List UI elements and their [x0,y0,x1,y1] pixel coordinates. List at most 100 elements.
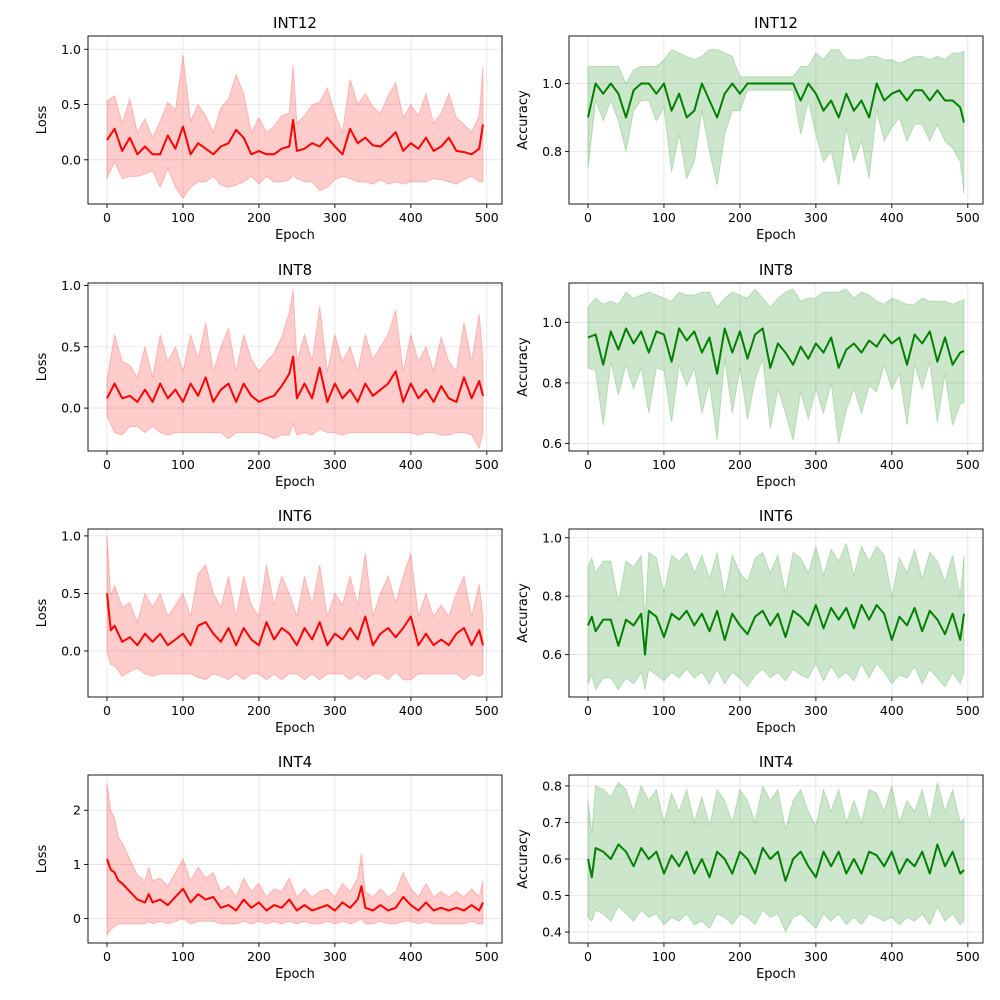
x-axis-label: Epoch [275,967,315,982]
y-tick-label: 0.8 [542,375,562,390]
x-tick-label: 0 [103,949,111,964]
y-tick-label: 2 [73,803,81,818]
x-tick-label: 400 [399,703,423,718]
subplot-6: 0 100 200 300 400 500 0.6 0.8 1.0 INT6 Epoch Accura… [516,507,984,736]
mean-line [106,593,484,647]
y-tick-label: 1.0 [542,530,562,545]
spread-band [587,288,965,444]
spread-band [106,535,484,681]
chart-title: INT6 [759,507,793,525]
x-axis-label: Epoch [275,721,315,736]
y-tick-label: 0.6 [542,647,562,662]
x-tick-label: 500 [956,703,980,718]
x-tick-label: 0 [103,703,111,718]
x-tick-label: 500 [475,457,499,472]
x-tick-label: 400 [880,210,904,225]
x-tick-label: 200 [247,210,271,225]
x-tick-label: 400 [880,949,904,964]
x-tick-label: 400 [880,457,904,472]
subplot-3: 0 100 200 300 400 500 0.0 0.5 1.0 INT8 Epoch Loss [35,261,503,490]
x-tick-label: 500 [475,703,499,718]
y-tick-label: 0.0 [61,643,81,658]
axes-frame [87,282,503,452]
axes-frame [87,774,503,944]
y-tick-label: 0.4 [542,925,562,940]
x-tick-label: 0 [103,457,111,472]
x-axis-label: Epoch [756,967,796,982]
chart-title: INT12 [754,14,798,32]
y-tick-label: 1 [73,857,81,872]
y-tick-label: 0.5 [61,586,81,601]
x-tick-label: 300 [804,457,828,472]
x-tick-label: 300 [323,703,347,718]
subplot-5: 0 100 200 300 400 500 0.0 0.5 1.0 INT6 Epoch Loss [35,507,503,736]
chart-title: INT6 [278,507,312,525]
x-tick-label: 400 [399,949,423,964]
axes-frame [568,35,984,205]
y-tick-label: 0.8 [542,778,562,793]
x-tick-label: 400 [399,457,423,472]
chart-title: INT4 [278,753,312,771]
x-tick-label: 300 [804,703,828,718]
x-tick-label: 500 [956,457,980,472]
y-tick-label: 0.0 [61,401,81,416]
subplot-7: 0 100 200 300 400 500 0 1 2 INT4 Epoch Loss [35,753,503,982]
y-tick-label: 1.0 [542,315,562,330]
x-tick-label: 0 [584,210,592,225]
chart-title: INT8 [278,261,312,279]
y-axis-label: Accuracy [516,337,531,397]
axes-frame [568,282,984,452]
mean-line [587,327,965,375]
chart-title: INT4 [759,753,793,771]
x-tick-label: 100 [652,457,676,472]
y-tick-label: 0.8 [542,589,562,604]
x-tick-label: 200 [247,949,271,964]
y-axis-label: Loss [35,353,50,382]
subplot-4: 0 100 200 300 400 500 0.6 0.8 1.0 INT8 Epoch Accura… [516,261,984,490]
x-tick-label: 300 [804,949,828,964]
mean-line [587,843,965,882]
x-tick-label: 200 [247,457,271,472]
y-tick-label: 1.0 [61,278,81,293]
x-tick-label: 100 [171,703,195,718]
y-tick-label: 1.0 [61,42,81,57]
x-tick-label: 100 [652,949,676,964]
y-tick-label: 0.6 [542,436,562,451]
axes-frame [568,528,984,698]
x-tick-label: 200 [728,457,752,472]
y-axis-label: Accuracy [516,583,531,643]
x-tick-label: 300 [323,210,347,225]
mean-line [587,604,965,656]
y-tick-label: 1.0 [542,76,562,91]
x-tick-label: 100 [171,949,195,964]
y-tick-label: 0.5 [61,97,81,112]
x-axis-label: Epoch [756,228,796,243]
subplot-8: 0 100 200 300 400 500 0.4 0.5 0.6 0.7 0.8 INT4 Epoch… [516,753,984,982]
x-tick-label: 300 [804,210,828,225]
x-tick-label: 0 [584,457,592,472]
x-tick-label: 200 [728,949,752,964]
x-tick-label: 100 [652,210,676,225]
x-tick-label: 100 [652,703,676,718]
x-tick-label: 300 [323,949,347,964]
chart-title: INT8 [759,261,793,279]
y-tick-label: 0.6 [542,852,562,867]
y-axis-label: Loss [35,845,50,874]
mean-line [106,355,484,403]
x-tick-label: 200 [247,703,271,718]
x-tick-label: 400 [880,703,904,718]
y-axis-label: Loss [35,599,50,628]
subplot-2: 0 100 200 300 400 500 0.8 1.0 INT12 Epoch Accuracy [516,14,984,243]
x-tick-label: 100 [171,210,195,225]
spread-band [587,781,965,934]
y-tick-label: 0.5 [61,339,81,354]
y-axis-label: Accuracy [516,90,531,150]
mean-line [587,82,965,123]
x-axis-label: Epoch [275,228,315,243]
mean-line [106,858,484,912]
x-tick-label: 0 [584,703,592,718]
x-tick-label: 200 [728,703,752,718]
y-tick-label: 0.7 [542,815,562,830]
spread-band [587,48,965,194]
